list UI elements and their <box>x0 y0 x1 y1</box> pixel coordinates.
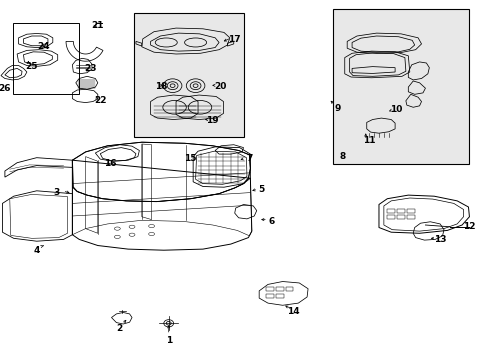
Text: 21: 21 <box>91 21 104 30</box>
Text: 20: 20 <box>213 82 226 91</box>
Text: 22: 22 <box>94 96 106 105</box>
Bar <box>13 23 79 94</box>
Text: 2: 2 <box>117 324 122 333</box>
Bar <box>386 215 394 219</box>
Text: 1: 1 <box>165 336 171 345</box>
Bar <box>275 294 283 298</box>
Text: 18: 18 <box>155 82 167 91</box>
Text: 10: 10 <box>389 105 402 114</box>
Bar <box>406 215 414 219</box>
Text: 24: 24 <box>38 42 50 51</box>
Bar <box>386 209 394 213</box>
Bar <box>134 13 244 137</box>
Text: 16: 16 <box>103 159 116 168</box>
Bar <box>396 215 404 219</box>
Text: 26: 26 <box>0 84 11 93</box>
Text: 3: 3 <box>53 188 59 197</box>
Text: 14: 14 <box>286 307 299 316</box>
Bar <box>406 209 414 213</box>
Text: 17: 17 <box>228 35 241 44</box>
Text: 8: 8 <box>339 152 345 161</box>
Text: 23: 23 <box>84 64 97 73</box>
Bar <box>332 9 468 164</box>
Bar <box>285 287 293 291</box>
Text: 4: 4 <box>33 246 40 255</box>
Text: 13: 13 <box>433 235 446 244</box>
Text: 6: 6 <box>268 217 274 226</box>
Text: 15: 15 <box>184 154 197 163</box>
Text: 9: 9 <box>333 104 340 112</box>
Text: 19: 19 <box>206 116 219 125</box>
Text: 12: 12 <box>462 222 475 231</box>
Text: 5: 5 <box>258 184 264 194</box>
Bar <box>265 294 273 298</box>
Bar <box>275 287 283 291</box>
Text: 25: 25 <box>25 62 38 71</box>
Text: 11: 11 <box>362 136 375 145</box>
Bar <box>396 209 404 213</box>
Text: 7: 7 <box>245 154 252 163</box>
Bar <box>265 287 273 291</box>
